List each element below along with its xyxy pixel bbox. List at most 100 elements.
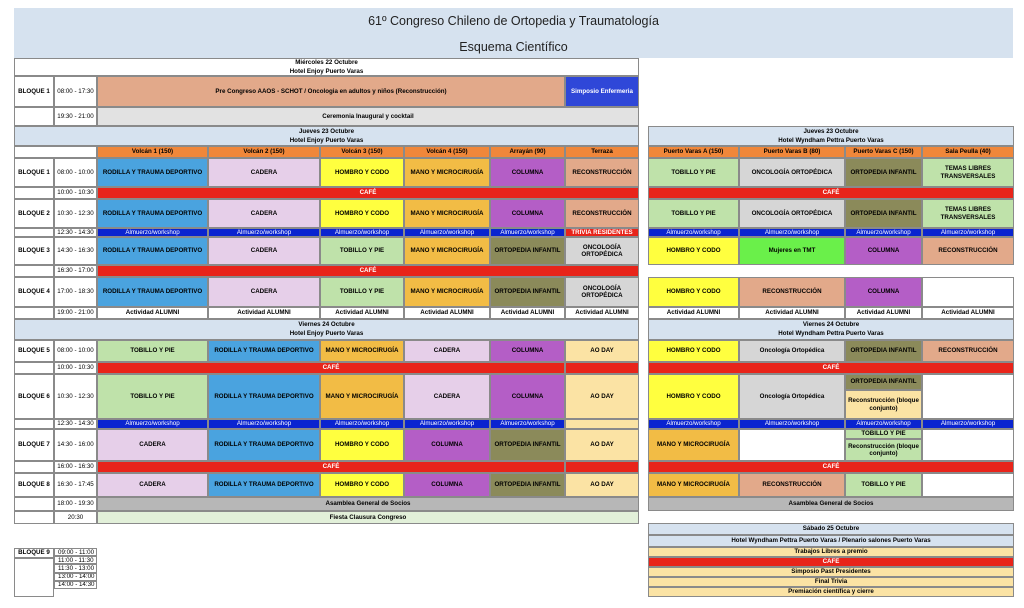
session-columna: COLUMNA bbox=[404, 473, 490, 497]
time-slot: 19:30 - 21:00 bbox=[54, 107, 97, 126]
session-orto_inf: ORTOPEDIA INFANTIL bbox=[845, 199, 922, 228]
fri-right-venue: Hotel Wyndham Pettra Puerto Varas bbox=[778, 329, 884, 337]
room-header: Terraza bbox=[565, 146, 639, 158]
session-columna: COLUMNA bbox=[490, 158, 565, 187]
time-slot: 14:00 - 14:30 bbox=[54, 580, 97, 589]
session-hombro: HOMBRO Y CODO bbox=[320, 199, 404, 228]
fri-venue: Hotel Enjoy Puerto Varas bbox=[289, 329, 364, 337]
session-onco_mixed: Oncología Ortopédica bbox=[739, 374, 845, 419]
session-cadera: CADERA bbox=[208, 237, 320, 265]
fiesta-row: Fiesta Clausura Congreso bbox=[97, 511, 639, 524]
session-rodilla: RODILLA Y TRAUMA DEPORTIVO bbox=[97, 237, 208, 265]
time-slot: 17:00 - 18:30 bbox=[54, 277, 97, 307]
sat-item: Trabajos Libres a premio bbox=[648, 547, 1014, 557]
room-header: Sala Peulla (40) bbox=[922, 146, 1014, 158]
time-slot: 08:00 - 17:30 bbox=[54, 76, 97, 107]
session-rodilla: RODILLA Y TRAUMA DEPORTIVO bbox=[208, 374, 320, 419]
time-slot: 14:30 - 16:00 bbox=[54, 429, 97, 461]
almuerzo-cell: Almuerzo/workshop bbox=[404, 419, 490, 429]
bloque-label: BLOQUE 2 bbox=[14, 199, 54, 228]
alumni-cell: Actividad ALUMNI bbox=[648, 307, 739, 319]
session-oncologia: ONCOLOGÍA ORTOPÉDICA bbox=[565, 237, 639, 265]
session-orto_inf: ORTOPEDIA INFANTIL bbox=[845, 158, 922, 187]
session-tobillo: TOBILLO Y PIE bbox=[97, 340, 208, 362]
cafe-row: CAFÉ bbox=[97, 461, 565, 473]
aoday-fill bbox=[565, 419, 639, 429]
time-slot: 14:30 - 16:30 bbox=[54, 237, 97, 265]
session-rodilla: RODILLA Y TRAUMA DEPORTIVO bbox=[97, 199, 208, 228]
cafe-row: CAFÉ bbox=[97, 187, 639, 199]
page-title: 61º Congreso Chileno de Ortopedia y Trau… bbox=[368, 14, 659, 28]
bloque-label-empty bbox=[14, 265, 54, 277]
bloque-label: BLOQUE 1 bbox=[14, 76, 54, 107]
sat-item: Final Trivia bbox=[648, 577, 1014, 587]
session-mujeres: Mujeres en TMT bbox=[739, 237, 845, 265]
bloque-label: BLOQUE 5 bbox=[14, 340, 54, 362]
time-slot: 16:30 - 17:00 bbox=[54, 265, 97, 277]
room-header: Arrayán (90) bbox=[490, 146, 565, 158]
bloque-label: BLOQUE 4 bbox=[14, 277, 54, 307]
almuerzo-cell: Almuerzo/workshop bbox=[97, 228, 208, 237]
session-cadera: CADERA bbox=[97, 473, 208, 497]
session-recon_bloque: Reconstrucción (bloque conjunto) bbox=[845, 390, 922, 419]
session-reconstruccion: RECONSTRUCCIÓN bbox=[739, 473, 845, 497]
time-slot: 10:30 - 12:30 bbox=[54, 199, 97, 228]
session-tobillo: TOBILLO Y PIE bbox=[320, 237, 404, 265]
thu-right-day: Jueves 23 Octubre bbox=[803, 127, 859, 135]
alumni-cell: Actividad ALUMNI bbox=[404, 307, 490, 319]
almuerzo-cell: Almuerzo/workshop bbox=[845, 228, 922, 237]
session-orto_inf: ORTOPEDIA INFANTIL bbox=[490, 429, 565, 461]
bloque-label-empty bbox=[14, 228, 54, 237]
session-cadera: CADERA bbox=[404, 374, 490, 419]
alumni-cell: Actividad ALUMNI bbox=[739, 307, 845, 319]
session-orto_inf: ORTOPEDIA INFANTIL bbox=[490, 277, 565, 307]
fri-day: Viernes 24 Octubre bbox=[298, 320, 355, 328]
room-header: Volcán 3 (150) bbox=[320, 146, 404, 158]
bloque-label-empty bbox=[14, 362, 54, 374]
session-columna: COLUMNA bbox=[845, 237, 922, 265]
session-precongreso: Pre Congreso AAOS - SCHOT / Oncologia en… bbox=[97, 76, 565, 107]
alumni-cell: Actividad ALUMNI bbox=[922, 307, 1014, 319]
cafe-row: CAFÉ bbox=[97, 362, 565, 374]
cafe-row bbox=[565, 461, 639, 473]
almuerzo-cell: Almuerzo/workshop bbox=[845, 419, 922, 429]
bloque-label-empty bbox=[14, 511, 54, 524]
room-header-empty bbox=[14, 146, 97, 158]
sat-venue: Hotel Wyndham Pettra Puerto Varas / Plen… bbox=[648, 535, 1014, 547]
fri-right-header bbox=[648, 319, 1014, 340]
sat-item: CAFÉ bbox=[648, 557, 1014, 567]
session-oncologia: ONCOLOGÍA ORTOPÉDICA bbox=[739, 199, 845, 228]
asamblea-row: Asamblea General de Socios bbox=[97, 497, 639, 511]
session-rodilla: RODILLA Y TRAUMA DEPORTIVO bbox=[208, 473, 320, 497]
session-columna: COLUMNA bbox=[404, 429, 490, 461]
almuerzo-cell: Almuerzo/workshop bbox=[739, 419, 845, 429]
bloque-label-empty bbox=[14, 107, 54, 126]
session-orto_inf: ORTOPEDIA INFANTIL bbox=[845, 340, 922, 362]
empty-cell bbox=[922, 429, 1014, 461]
session-reconstruccion: RECONSTRUCCIÓN bbox=[922, 237, 1014, 265]
time-slot: 08:00 - 10:00 bbox=[54, 340, 97, 362]
session-rodilla: RODILLA Y TRAUMA DEPORTIVO bbox=[208, 429, 320, 461]
session-mano: MANO Y MICROCIRUGÍA bbox=[320, 374, 404, 419]
session-tobillo: TOBILLO Y PIE bbox=[845, 429, 922, 439]
bloque-label: BLOQUE 1 bbox=[14, 158, 54, 187]
session-rodilla: RODILLA Y TRAUMA DEPORTIVO bbox=[97, 158, 208, 187]
alumni-cell: Actividad ALUMNI bbox=[845, 307, 922, 319]
session-reconstruccion: RECONSTRUCCIÓN bbox=[739, 277, 845, 307]
almuerzo-cell: Almuerzo/workshop bbox=[208, 419, 320, 429]
session-rodilla: RODILLA Y TRAUMA DEPORTIVO bbox=[208, 340, 320, 362]
almuerzo-cell: Almuerzo/workshop bbox=[739, 228, 845, 237]
session-cadera: CADERA bbox=[208, 158, 320, 187]
sat-item: Premiación científica y cierre bbox=[648, 587, 1014, 597]
almuerzo-cell: Almuerzo/workshop bbox=[404, 228, 490, 237]
almuerzo-cell: Almuerzo/workshop bbox=[320, 228, 404, 237]
session-hombro: HOMBRO Y CODO bbox=[320, 429, 404, 461]
almuerzo-cell: Almuerzo/workshop bbox=[490, 228, 565, 237]
session-temas: TEMAS LIBRES TRANSVERSALES bbox=[922, 158, 1014, 187]
session-columna: COLUMNA bbox=[490, 374, 565, 419]
session-enfermeria: Simposio Enfermeria bbox=[565, 76, 639, 107]
thu-right-venue: Hotel Wyndham Pettra Puerto Varas bbox=[778, 136, 884, 144]
cafe-row bbox=[565, 362, 639, 374]
bloque-label: BLOQUE 9 bbox=[14, 548, 54, 558]
session-rodilla: RODILLA Y TRAUMA DEPORTIVO bbox=[97, 277, 208, 307]
